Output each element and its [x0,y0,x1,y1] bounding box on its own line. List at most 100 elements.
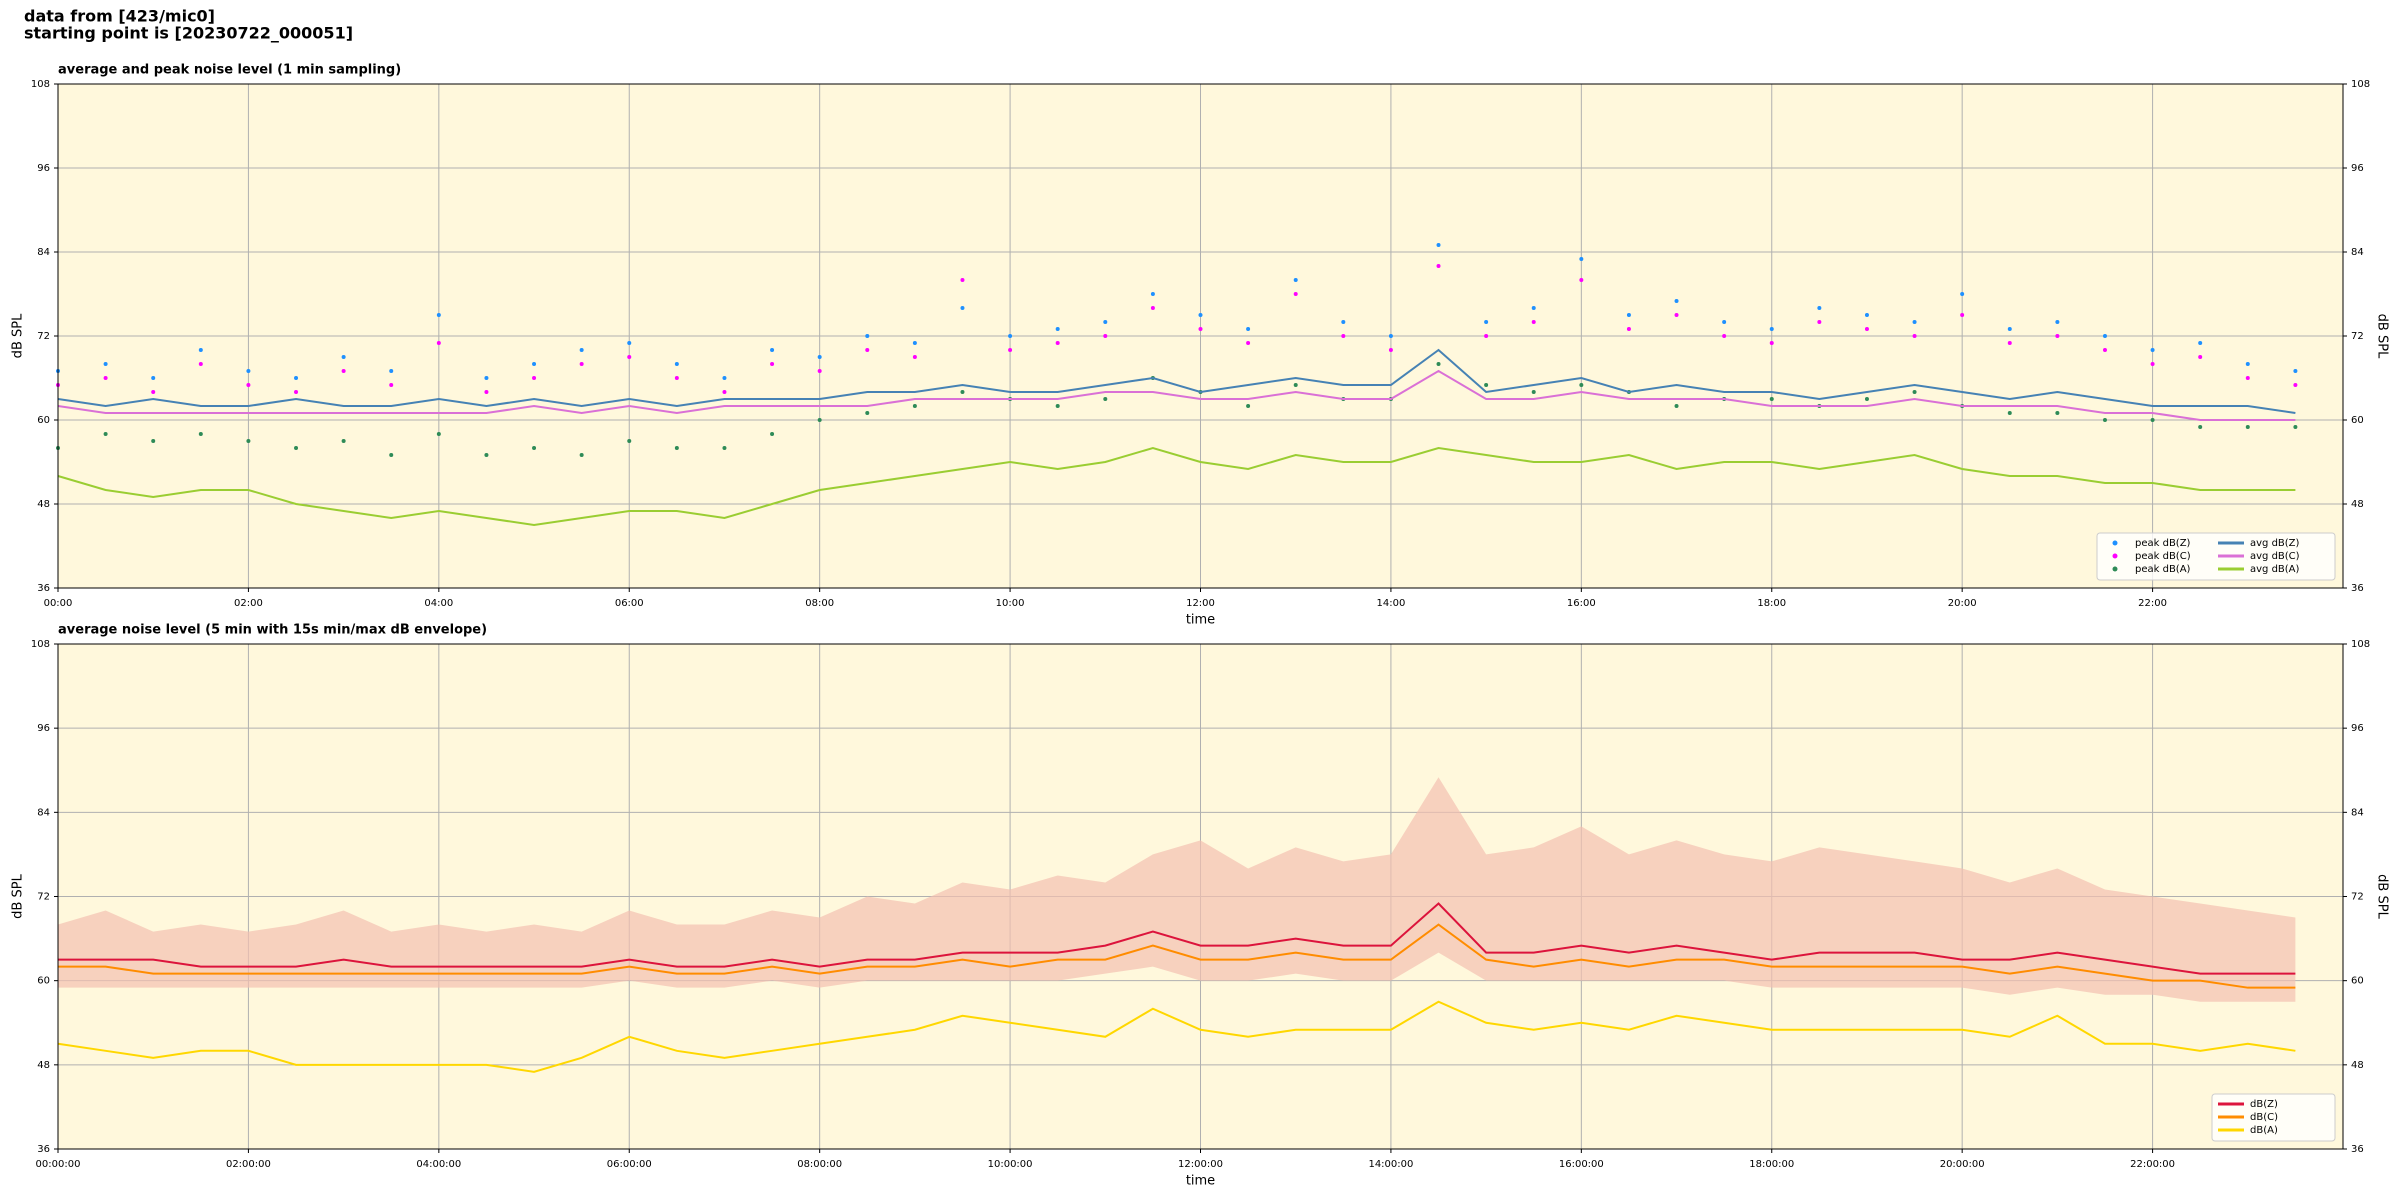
peak-point [1912,334,1917,338]
y2-tick-label: 84 [2351,807,2364,818]
peak-point [770,348,775,352]
peak-point [960,306,965,310]
y-axis-label: dB SPL [11,313,26,358]
peak-point [1388,348,1393,352]
peak-point [246,439,251,443]
peak-point [341,355,346,359]
peak-point [1531,390,1536,394]
peak-point [912,355,917,359]
y-tick-label: 72 [37,892,50,903]
peak-point [151,390,156,394]
legend-label: peak dB(A) [2135,564,2191,575]
peak-point [1674,404,1679,408]
peak-point [2055,411,2060,415]
x-tick-label: 10:00 [996,598,1025,609]
peak-point [1246,341,1251,345]
peak-point [2007,411,2012,415]
peak-point [865,348,870,352]
peak-point [246,383,251,387]
peak-point [674,376,679,380]
peak-point [2055,334,2060,338]
peak-point [294,390,299,394]
peak-point [389,369,394,373]
x-tick-label: 20:00:00 [1940,1159,1985,1170]
peak-point [1103,334,1108,338]
legend-label: peak dB(C) [2135,551,2191,562]
peak-point [1769,341,1774,345]
peak-point [2150,418,2155,422]
x-tick-label: 00:00 [44,598,73,609]
y2-tick-label: 72 [2351,331,2364,342]
y2-tick-label: 96 [2351,163,2364,174]
peak-point [1864,313,1869,317]
peak-point [484,453,489,457]
peak-point [2198,355,2203,359]
peak-point [2102,334,2107,338]
peak-point [865,334,870,338]
peak-point [2102,348,2107,352]
peak-point [1484,320,1489,324]
peak-point [532,446,537,450]
peak-point [198,432,203,436]
peak-point [1531,320,1536,324]
x-tick-label: 14:00 [1377,598,1406,609]
peak-point [2150,362,2155,366]
y2-tick-label: 48 [2351,499,2364,510]
peak-point [1341,320,1346,324]
peak-point [436,341,441,345]
peak-point [1579,278,1584,282]
peak-point [198,348,203,352]
peak-point [2245,362,2250,366]
peak-point [674,446,679,450]
peak-point [151,439,156,443]
plot-frame [57,83,2344,589]
peak-point [960,390,965,394]
peak-point [246,369,251,373]
legend-marker [2112,553,2118,559]
peak-point [579,348,584,352]
y-tick-label: 84 [37,807,50,818]
peak-point [1436,362,1441,366]
y2-tick-label: 108 [2351,79,2370,90]
series-line [58,923,2296,989]
peak-point [1150,306,1155,310]
y2-tick-label: 48 [2351,1060,2364,1071]
peak-point [1722,334,1727,338]
peak-point [2245,376,2250,380]
peak-point [341,439,346,443]
y-tick-label: 48 [37,499,50,510]
peak-point [1436,243,1441,247]
legend-box [2096,532,2336,581]
y2-tick-label: 36 [2351,1144,2364,1155]
peak-point [627,355,632,359]
peak-point [532,362,537,366]
peak-point [1531,306,1536,310]
legend-label: dB(C) [2250,1112,2278,1123]
legend-label: avg dB(A) [2250,564,2300,575]
y2-tick-label: 108 [2351,639,2370,650]
peak-point [484,390,489,394]
peak-point [2245,425,2250,429]
peak-point [960,278,965,282]
peak-point [389,383,394,387]
peak-point [198,362,203,366]
peak-point [770,432,775,436]
x-tick-label: 02:00:00 [226,1159,271,1170]
peak-point [865,411,870,415]
peak-point [1817,306,1822,310]
y-tick-label: 60 [37,976,50,987]
x-tick-label: 00:00:00 [36,1159,81,1170]
x-tick-label: 22:00:00 [2130,1159,2175,1170]
peak-point [817,418,822,422]
x-tick-label: 22:00 [2138,598,2167,609]
peak-point [151,376,156,380]
chart-title: average noise level (5 min with 15s min/… [58,623,487,638]
peak-point [912,404,917,408]
peak-point [1150,292,1155,296]
legend-marker [2112,540,2118,546]
peak-point [294,376,299,380]
peak-point [1341,334,1346,338]
peak-point [1103,320,1108,324]
peak-point [722,446,727,450]
